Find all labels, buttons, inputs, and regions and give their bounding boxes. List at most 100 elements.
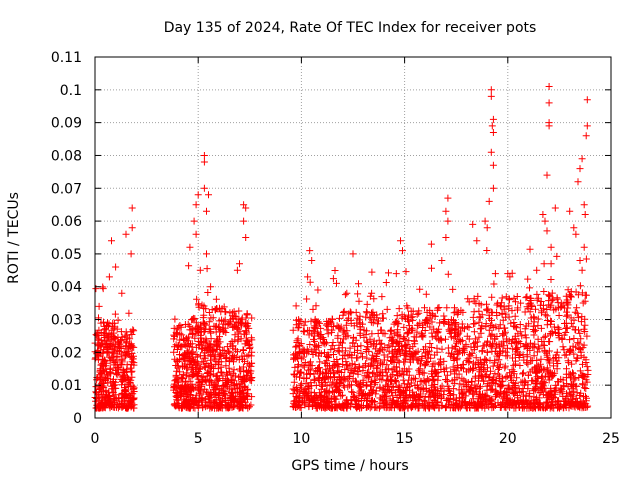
data-point [290, 370, 298, 378]
data-point [524, 371, 532, 379]
data-point [299, 388, 307, 396]
data-point [371, 357, 379, 365]
data-point [482, 396, 490, 404]
data-point [200, 152, 208, 159]
data-point [489, 339, 497, 347]
data-point [102, 329, 110, 337]
y-tick-labels: 0 0.01 0.02 0.03 0.04 0.05 0.06 0.07 0.08 0.09 0.1… [51, 50, 82, 427]
data-point [126, 378, 134, 386]
x-tick-label: 10 [292, 431, 310, 447]
data-point [405, 348, 413, 356]
data-point [565, 399, 573, 407]
data-point [185, 262, 193, 270]
data-point [340, 404, 348, 412]
data-point [503, 400, 511, 408]
data-point [362, 360, 370, 368]
data-point [359, 353, 366, 361]
data-point [393, 363, 400, 371]
data-point [389, 337, 397, 345]
data-point [367, 362, 375, 370]
data-point [566, 207, 574, 215]
data-point [541, 379, 549, 387]
data-point [170, 401, 178, 409]
data-point [394, 397, 402, 405]
data-point [538, 372, 546, 380]
data-point [305, 402, 313, 410]
data-point [217, 386, 225, 394]
data-point [235, 402, 243, 410]
data-point [443, 378, 451, 386]
data-point [354, 290, 362, 298]
data-point [509, 354, 516, 362]
data-point [370, 369, 378, 377]
data-point [431, 383, 438, 391]
data-point [235, 307, 243, 315]
data-point [496, 349, 504, 357]
data-point [103, 368, 110, 376]
data-point [511, 312, 519, 320]
data-point [303, 345, 311, 353]
data-point [487, 386, 495, 394]
data-point [554, 397, 562, 405]
data-point [524, 381, 532, 389]
data-point [542, 388, 550, 396]
data-point [562, 370, 570, 378]
data-point [384, 381, 392, 389]
data-point [547, 260, 555, 268]
data-point [493, 301, 501, 309]
data-point [321, 338, 328, 346]
data-point [240, 347, 247, 354]
data-point [576, 329, 584, 337]
data-point [349, 388, 357, 396]
data-point [128, 367, 136, 375]
data-point [364, 374, 372, 382]
data-point [513, 324, 520, 332]
data-point [105, 273, 113, 281]
data-point [220, 347, 228, 354]
data-point [581, 315, 589, 323]
data-point [225, 347, 232, 355]
data-point [396, 338, 404, 345]
data-point [329, 339, 337, 346]
data-point [521, 377, 529, 385]
data-point [577, 335, 585, 343]
data-point [543, 227, 551, 235]
data-point [419, 386, 427, 394]
data-point [305, 360, 313, 368]
data-point [455, 404, 462, 412]
data-point [412, 333, 420, 341]
data-point [402, 347, 409, 355]
data-point [231, 384, 239, 392]
data-point [324, 389, 332, 397]
data-point [490, 280, 498, 288]
data-point [516, 321, 524, 328]
data-point [473, 237, 481, 245]
data-point [513, 293, 521, 300]
data-point [533, 296, 541, 304]
data-point [489, 184, 497, 192]
data-point [470, 320, 477, 328]
data-point [510, 368, 518, 375]
data-point [580, 384, 588, 392]
data-point [463, 332, 471, 340]
data-point [426, 404, 433, 412]
data-point [341, 291, 349, 299]
data-point [327, 373, 334, 381]
data-point [549, 372, 557, 380]
data-point [572, 230, 580, 238]
data-point [500, 330, 508, 338]
data-point [469, 313, 477, 321]
data-point [372, 353, 380, 360]
data-point [500, 303, 508, 311]
data-point [195, 379, 203, 387]
data-point [301, 318, 309, 326]
data-point [342, 347, 350, 355]
data-point [324, 330, 332, 338]
data-point [99, 285, 107, 293]
data-point [302, 379, 310, 387]
x-tick-label: 0 [91, 431, 100, 447]
data-point [325, 365, 333, 373]
data-point [505, 295, 513, 303]
data-point [244, 404, 252, 412]
data-point [545, 338, 553, 345]
